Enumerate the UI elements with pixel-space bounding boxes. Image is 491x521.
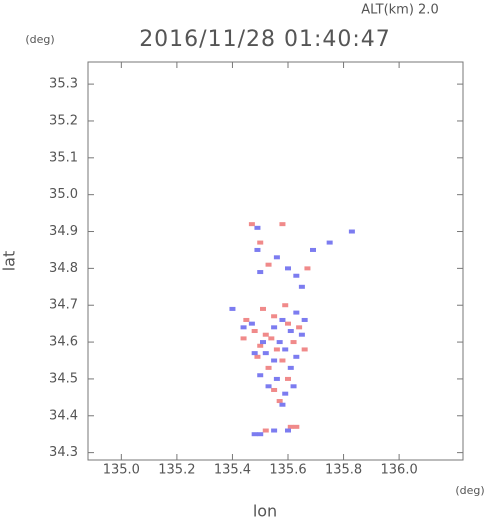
data-point <box>265 384 272 389</box>
data-point <box>271 358 278 363</box>
data-point <box>271 325 278 330</box>
data-point <box>257 270 264 275</box>
data-point <box>251 432 258 437</box>
y-tick-label: 35.0 <box>49 187 78 202</box>
data-point <box>296 325 303 330</box>
data-point <box>287 329 294 334</box>
data-point <box>248 321 255 326</box>
y-tick-label: 35.1 <box>49 150 78 165</box>
data-point <box>240 325 247 330</box>
data-point <box>257 240 264 245</box>
x-axis-label: lon <box>253 502 277 521</box>
data-point <box>298 284 305 289</box>
y-tick-label: 34.7 <box>49 298 78 313</box>
data-point <box>257 373 264 378</box>
data-point <box>240 336 247 341</box>
data-point <box>273 255 280 260</box>
y-tick-label: 34.9 <box>49 224 78 239</box>
data-point <box>262 332 269 337</box>
plot-frame <box>87 61 464 461</box>
data-point <box>285 321 291 326</box>
y-tick-label: 34.3 <box>49 445 78 460</box>
x-tick-label: 135.2 <box>158 463 195 478</box>
data-point <box>301 317 308 322</box>
data-point <box>287 365 294 370</box>
data-point <box>293 273 300 278</box>
data-point <box>279 402 286 407</box>
data-point <box>293 354 300 359</box>
y-tick-label: 34.8 <box>49 261 78 276</box>
data-point <box>310 247 316 252</box>
data-point <box>254 247 261 252</box>
data-point <box>260 306 266 311</box>
data-point <box>268 336 275 341</box>
data-point <box>260 340 266 345</box>
y-tick-label: 34.4 <box>49 408 78 423</box>
data-point <box>262 351 269 356</box>
data-point <box>282 347 289 352</box>
data-point <box>326 240 333 245</box>
data-point <box>293 310 300 315</box>
annotation: ALT(km) 2.0 <box>361 3 438 18</box>
x-unit: (deg) <box>455 484 484 497</box>
data-point <box>262 428 269 433</box>
data-point <box>348 229 355 234</box>
data-point <box>290 384 297 389</box>
data-point <box>248 222 255 227</box>
data-point <box>282 391 289 396</box>
data-point <box>273 347 280 352</box>
y-tick-label: 34.5 <box>49 371 78 386</box>
x-tick-label: 135.4 <box>214 463 251 478</box>
x-tick-label: 135.6 <box>269 463 306 478</box>
data-point <box>279 317 286 322</box>
data-point <box>301 347 308 352</box>
y-tick-label: 35.3 <box>49 77 78 92</box>
data-point <box>276 340 283 345</box>
data-point <box>279 358 286 363</box>
data-point <box>251 329 258 334</box>
y-tick-label: 35.2 <box>49 113 78 128</box>
data-point <box>265 365 272 370</box>
data-point <box>243 317 250 322</box>
x-tick-label: 136.0 <box>381 463 418 478</box>
data-point <box>282 303 289 308</box>
data-point <box>279 222 286 227</box>
y-axis-label: lat <box>0 251 19 272</box>
x-tick-label: 135.0 <box>103 463 140 478</box>
data-point <box>254 225 261 230</box>
data-point <box>229 306 236 311</box>
data-point <box>257 343 264 348</box>
y-tick-label: 34.6 <box>49 335 78 350</box>
chart-title: 2016/11/28 01:40:47 <box>139 27 391 52</box>
data-point <box>257 432 264 437</box>
data-point <box>251 351 258 356</box>
x-tick-label: 135.8 <box>325 463 362 478</box>
data-point <box>271 314 278 319</box>
data-point <box>265 262 272 267</box>
data-point <box>304 266 311 271</box>
data-point <box>276 399 283 404</box>
data-point <box>285 428 291 433</box>
data-point <box>271 387 278 392</box>
data-point <box>290 340 297 345</box>
data-point <box>298 332 305 337</box>
y-unit: (deg) <box>25 33 54 46</box>
data-point <box>271 428 278 433</box>
data-point <box>287 424 294 429</box>
data-point <box>285 376 291 381</box>
data-point <box>273 376 280 381</box>
data-point <box>293 424 300 429</box>
data-point <box>254 354 261 359</box>
data-point <box>285 266 291 271</box>
